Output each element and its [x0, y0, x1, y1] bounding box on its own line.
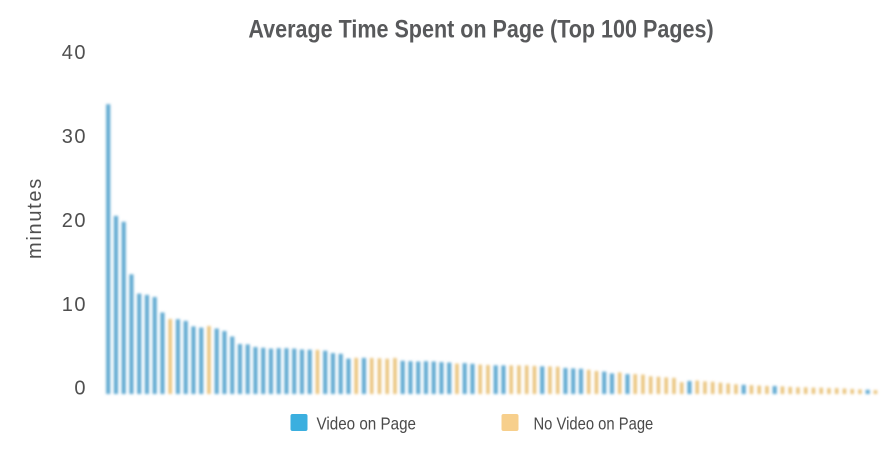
svg-text:40: 40 — [62, 42, 87, 64]
svg-text:Video on Page: Video on Page — [317, 413, 416, 434]
svg-text:Average Time Spent on Page (To: Average Time Spent on Page (Top 100 Page… — [248, 15, 713, 43]
svg-text:minutes: minutes — [24, 177, 46, 259]
svg-text:No Video on Page: No Video on Page — [534, 414, 654, 434]
svg-text:20: 20 — [62, 210, 87, 232]
svg-text:0: 0 — [74, 378, 87, 400]
svg-text:30: 30 — [62, 126, 87, 148]
svg-text:10: 10 — [62, 294, 87, 316]
